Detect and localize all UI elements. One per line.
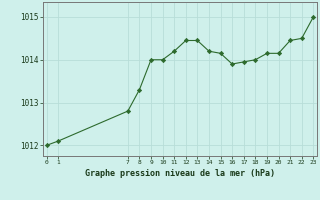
X-axis label: Graphe pression niveau de la mer (hPa): Graphe pression niveau de la mer (hPa) (85, 169, 275, 178)
